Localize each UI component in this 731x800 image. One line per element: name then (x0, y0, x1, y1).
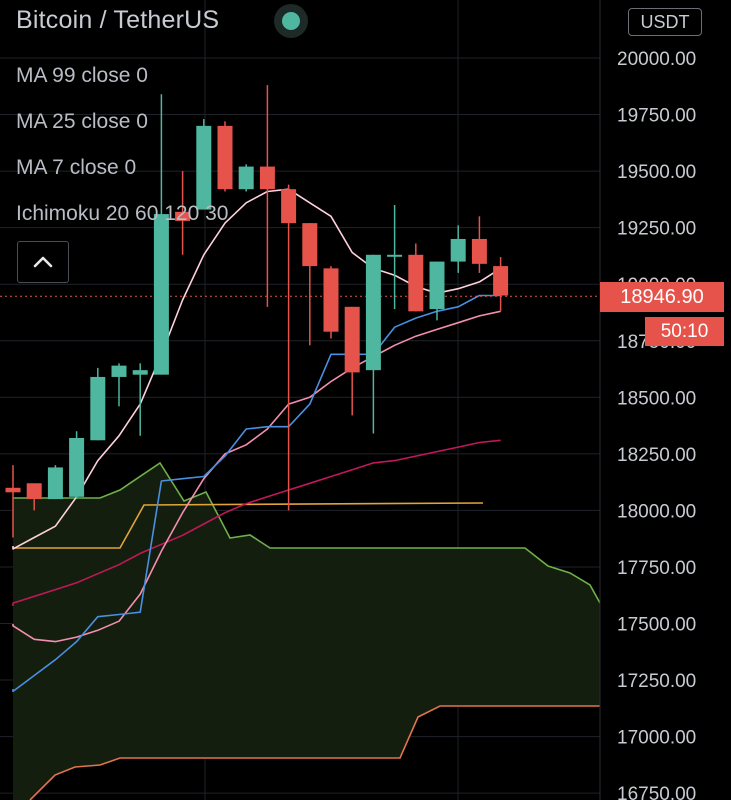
conversion-line (12, 294, 501, 693)
y-tick-label: 18250.00 (617, 445, 696, 466)
candle-body (196, 125, 212, 210)
ma99-line (12, 439, 501, 606)
candle-body (450, 238, 466, 262)
candle-body (5, 487, 21, 493)
ichimoku-base-line (13, 502, 484, 549)
y-tick-label: 18500.00 (617, 388, 696, 409)
indicator-ma99[interactable]: MA 99 close 0 (16, 64, 148, 87)
candle-body (323, 268, 339, 332)
y-tick-label: 19250.00 (617, 219, 696, 240)
y-tick-label: 16750.00 (617, 784, 696, 800)
candle-body (217, 125, 233, 190)
candle-body (111, 365, 127, 377)
cloud-fill (13, 463, 600, 800)
candle-body (132, 370, 148, 375)
y-tick-label: 17000.00 (617, 728, 696, 749)
candle-body (259, 166, 275, 190)
candle-body (344, 306, 360, 373)
candle-body (238, 166, 254, 190)
chevron-up-icon (33, 256, 53, 268)
ichimoku-leading-span-a (13, 461, 601, 604)
indicator-ma7[interactable]: MA 7 close 0 (16, 156, 137, 179)
y-tick-label: 17500.00 (617, 615, 696, 636)
ichimoku-leading-span-b (29, 705, 600, 800)
indicator-ma25[interactable]: MA 25 close 0 (16, 110, 148, 133)
candle-body (387, 254, 403, 257)
y-tick-label: 17750.00 (617, 558, 696, 579)
ma7-line (12, 188, 502, 550)
candle-body (471, 238, 487, 264)
current-price-tag: 18946.90 (600, 282, 724, 312)
candle-body (429, 261, 445, 310)
y-tick-label: 19750.00 (617, 106, 696, 127)
candle-body (408, 254, 424, 312)
axis-background (600, 0, 731, 800)
candles (5, 85, 509, 538)
currency-button[interactable]: USDT (628, 8, 702, 36)
candle-body (175, 211, 191, 221)
y-tick-label: 18000.00 (617, 501, 696, 522)
candle-body (153, 214, 169, 375)
candle-body (493, 266, 509, 296)
candle-body (365, 254, 381, 371)
candle-body (69, 438, 85, 497)
candle-body (90, 376, 106, 441)
market-status-dot (282, 12, 300, 30)
y-tick-label: 17250.00 (617, 671, 696, 692)
y-tick-label: 20000.00 (617, 49, 696, 70)
ichimoku-cloud (13, 461, 601, 800)
price-axis: 20000.0019750.0019500.0019250.0019000.00… (599, 0, 731, 800)
candle-countdown-tag: 50:10 (645, 317, 724, 346)
candle-body (302, 223, 318, 267)
collapse-indicators-button[interactable] (17, 241, 69, 283)
candle-body (47, 467, 63, 500)
candle-body (26, 483, 42, 500)
candle-body (281, 189, 297, 224)
indicator-ichimoku[interactable]: Ichimoku 20 60 120 30 (16, 202, 229, 225)
ma25-line (12, 310, 501, 643)
pair-title: Bitcoin / TetherUS (16, 6, 220, 34)
y-tick-label: 19500.00 (617, 162, 696, 183)
